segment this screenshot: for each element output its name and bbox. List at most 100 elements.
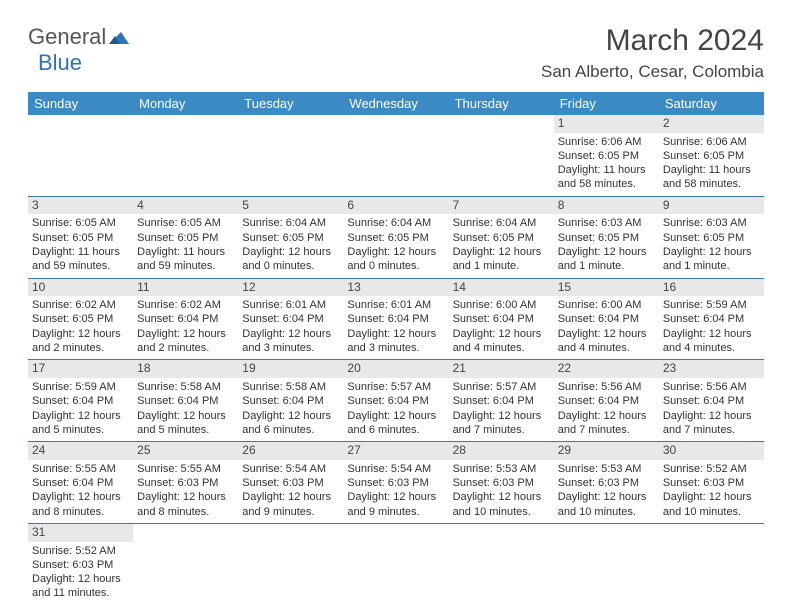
- day-details: Sunrise: 5:53 AMSunset: 6:03 PMDaylight:…: [449, 460, 554, 523]
- day-number: 12: [238, 279, 343, 297]
- calendar-day-cell: [449, 523, 554, 604]
- sunrise-text: Sunrise: 6:04 AM: [453, 216, 550, 230]
- calendar-day-cell: 30 Sunrise: 5:52 AMSunset: 6:03 PMDayligh…: [659, 442, 764, 524]
- sunset-text: Sunset: 6:05 PM: [663, 231, 760, 245]
- day-number: 17: [28, 360, 133, 378]
- day-details: Sunrise: 5:59 AMSunset: 6:04 PMDaylight:…: [659, 296, 764, 359]
- daylight-text: Daylight: 12 hours and 2 minutes.: [137, 327, 234, 356]
- day-number: 23: [659, 360, 764, 378]
- day-number: 13: [343, 279, 448, 297]
- day-number: 19: [238, 360, 343, 378]
- sunrise-text: Sunrise: 6:05 AM: [32, 216, 129, 230]
- calendar-day-cell: 7Sunrise: 6:04 AMSunset: 6:05 PMDaylight…: [449, 196, 554, 278]
- day-number: 1: [554, 115, 659, 133]
- day-number: 10: [28, 279, 133, 297]
- daylight-text: Daylight: 12 hours and 4 minutes.: [663, 327, 760, 356]
- sunrise-text: Sunrise: 5:54 AM: [347, 462, 444, 476]
- day-number: 4: [133, 197, 238, 215]
- sunrise-text: Sunrise: 5:55 AM: [32, 462, 129, 476]
- sunrise-text: Sunrise: 5:59 AM: [32, 380, 129, 394]
- calendar-day-cell: 24Sunrise: 5:55 AMSunset: 6:04 PMDayligh…: [28, 442, 133, 524]
- calendar-day-cell: 15Sunrise: 6:00 AMSunset: 6:04 PMDayligh…: [554, 278, 659, 360]
- daylight-text: Daylight: 12 hours and 10 minutes.: [663, 490, 760, 519]
- day-details: Sunrise: 5:54 AMSunset: 6:03 PMDaylight:…: [238, 460, 343, 523]
- sunrise-text: Sunrise: 5:57 AM: [347, 380, 444, 394]
- day-details: Sunrise: 6:04 AMSunset: 6:05 PMDaylight:…: [343, 214, 448, 277]
- sunset-text: Sunset: 6:05 PM: [137, 231, 234, 245]
- daylight-text: Daylight: 12 hours and 1 minute.: [663, 245, 760, 274]
- calendar-day-cell: [554, 523, 659, 604]
- day-number: 20: [343, 360, 448, 378]
- calendar-day-cell: 20Sunrise: 5:57 AMSunset: 6:04 PMDayligh…: [343, 360, 448, 442]
- sunset-text: Sunset: 6:05 PM: [558, 149, 655, 163]
- calendar-week-row: 24Sunrise: 5:55 AMSunset: 6:04 PMDayligh…: [28, 442, 764, 524]
- day-number: 27: [343, 442, 448, 460]
- day-number: 29: [554, 442, 659, 460]
- calendar-day-cell: 31Sunrise: 5:52 AMSunset: 6:03 PMDayligh…: [28, 523, 133, 604]
- calendar-day-cell: 5Sunrise: 6:04 AMSunset: 6:05 PMDaylight…: [238, 196, 343, 278]
- daylight-text: Daylight: 11 hours and 58 minutes.: [558, 163, 655, 192]
- sunrise-text: Sunrise: 6:01 AM: [242, 298, 339, 312]
- sunrise-text: Sunrise: 6:06 AM: [663, 135, 760, 149]
- calendar-day-cell: 28Sunrise: 5:53 AMSunset: 6:03 PMDayligh…: [449, 442, 554, 524]
- daylight-text: Daylight: 12 hours and 4 minutes.: [453, 327, 550, 356]
- sunset-text: Sunset: 6:03 PM: [663, 476, 760, 490]
- sunrise-text: Sunrise: 6:00 AM: [453, 298, 550, 312]
- sunrise-text: Sunrise: 5:52 AM: [663, 462, 760, 476]
- sunset-text: Sunset: 6:04 PM: [663, 312, 760, 326]
- daylight-text: Daylight: 12 hours and 3 minutes.: [347, 327, 444, 356]
- daylight-text: Daylight: 11 hours and 58 minutes.: [663, 163, 760, 192]
- day-number: 21: [449, 360, 554, 378]
- day-details: Sunrise: 6:06 AMSunset: 6:05 PMDaylight:…: [659, 133, 764, 196]
- sunrise-text: Sunrise: 6:04 AM: [242, 216, 339, 230]
- calendar-day-cell: 1 Sunrise: 6:06 AMSunset: 6:05 PMDaylight…: [554, 115, 659, 196]
- sunset-text: Sunset: 6:04 PM: [242, 312, 339, 326]
- sunset-text: Sunset: 6:04 PM: [137, 394, 234, 408]
- day-details: Sunrise: 5:55 AMSunset: 6:03 PMDaylight:…: [133, 460, 238, 523]
- weekday-header: Tuesday: [238, 92, 343, 115]
- sunset-text: Sunset: 6:04 PM: [558, 312, 655, 326]
- daylight-text: Daylight: 12 hours and 7 minutes.: [453, 409, 550, 438]
- daylight-text: Daylight: 12 hours and 10 minutes.: [558, 490, 655, 519]
- day-number: 31: [28, 524, 133, 542]
- page-header: General March 2024 San Alberto, Cesar, C…: [28, 24, 764, 82]
- daylight-text: Daylight: 12 hours and 1 minute.: [453, 245, 550, 274]
- sunrise-text: Sunrise: 5:56 AM: [663, 380, 760, 394]
- daylight-text: Daylight: 12 hours and 4 minutes.: [558, 327, 655, 356]
- daylight-text: Daylight: 12 hours and 3 minutes.: [242, 327, 339, 356]
- daylight-text: Daylight: 12 hours and 10 minutes.: [453, 490, 550, 519]
- day-details: Sunrise: 6:03 AMSunset: 6:05 PMDaylight:…: [659, 214, 764, 277]
- day-details: Sunrise: 5:59 AMSunset: 6:04 PMDaylight:…: [28, 378, 133, 441]
- weekday-header-row: Sunday Monday Tuesday Wednesday Thursday…: [28, 92, 764, 115]
- day-number: 30: [659, 442, 764, 460]
- sunset-text: Sunset: 6:05 PM: [558, 231, 655, 245]
- daylight-text: Daylight: 12 hours and 7 minutes.: [663, 409, 760, 438]
- day-details: Sunrise: 6:01 AMSunset: 6:04 PMDaylight:…: [238, 296, 343, 359]
- weekday-header: Friday: [554, 92, 659, 115]
- calendar-day-cell: 17Sunrise: 5:59 AMSunset: 6:04 PMDayligh…: [28, 360, 133, 442]
- calendar-day-cell: 18Sunrise: 5:58 AMSunset: 6:04 PMDayligh…: [133, 360, 238, 442]
- sunset-text: Sunset: 6:04 PM: [32, 476, 129, 490]
- daylight-text: Daylight: 12 hours and 9 minutes.: [347, 490, 444, 519]
- daylight-text: Daylight: 12 hours and 6 minutes.: [347, 409, 444, 438]
- sunrise-text: Sunrise: 6:06 AM: [558, 135, 655, 149]
- day-details: Sunrise: 5:58 AMSunset: 6:04 PMDaylight:…: [133, 378, 238, 441]
- sunrise-text: Sunrise: 5:59 AM: [663, 298, 760, 312]
- day-number: 24: [28, 442, 133, 460]
- sunrise-text: Sunrise: 6:03 AM: [558, 216, 655, 230]
- sunrise-text: Sunrise: 6:04 AM: [347, 216, 444, 230]
- daylight-text: Daylight: 11 hours and 59 minutes.: [137, 245, 234, 274]
- day-number: 2: [659, 115, 764, 133]
- month-title: March 2024: [541, 24, 764, 58]
- sunrise-text: Sunrise: 6:00 AM: [558, 298, 655, 312]
- day-details: Sunrise: 6:05 AMSunset: 6:05 PMDaylight:…: [28, 214, 133, 277]
- weekday-header: Saturday: [659, 92, 764, 115]
- sunset-text: Sunset: 6:03 PM: [32, 558, 129, 572]
- calendar-week-row: 1Sunrise: 6:06 AMSunset: 6:05 PMDaylight…: [28, 115, 764, 196]
- calendar-day-cell: 12Sunrise: 6:01 AMSunset: 6:04 PMDayligh…: [238, 278, 343, 360]
- sunrise-text: Sunrise: 5:53 AM: [453, 462, 550, 476]
- calendar-day-cell: 22Sunrise: 5:56 AMSunset: 6:04 PMDayligh…: [554, 360, 659, 442]
- daylight-text: Daylight: 12 hours and 7 minutes.: [558, 409, 655, 438]
- calendar-day-cell: [238, 523, 343, 604]
- sunrise-text: Sunrise: 5:55 AM: [137, 462, 234, 476]
